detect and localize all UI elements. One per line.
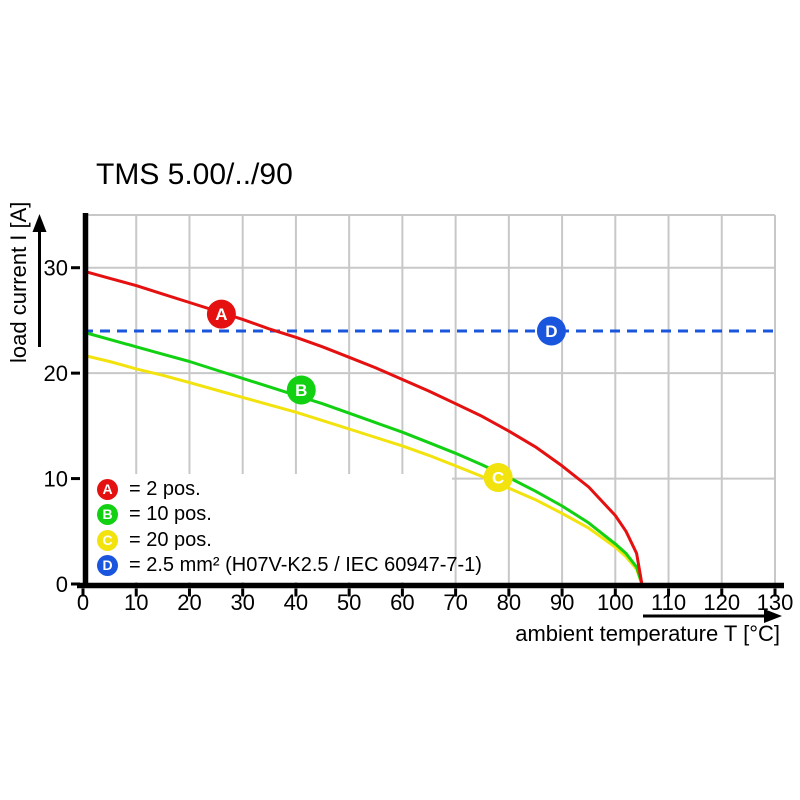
x-tick-label: 50 <box>337 590 361 615</box>
legend-item-B: B = 10 pos. <box>97 503 482 526</box>
legend-item-A: A = 2 pos. <box>97 478 482 500</box>
axes <box>71 213 784 597</box>
y-tick-label: 20 <box>44 361 68 386</box>
x-tick-label: 110 <box>651 590 686 615</box>
x-tick-label: 100 <box>597 590 634 615</box>
y-axis-label: load current I [A] <box>6 202 31 363</box>
x-tick-label: 30 <box>230 590 254 615</box>
curve-marker-letter-C: C <box>492 469 504 488</box>
legend-marker-B-icon: B <box>97 504 118 526</box>
legend-marker-C-icon: C <box>97 529 118 551</box>
curve-marker-letter-D: D <box>545 322 557 341</box>
legend-label: = 2 pos. <box>129 478 201 500</box>
y-tick-label: 0 <box>56 572 68 597</box>
curve-marker-D <box>536 316 566 346</box>
legend-marker-D-icon: D <box>97 554 118 576</box>
x-axis-arrowhead-icon <box>764 609 782 623</box>
legend-background <box>84 474 452 582</box>
legend-label: = 10 pos. <box>129 503 212 526</box>
x-tick-label: 90 <box>550 590 574 615</box>
tick-labels: 0 10 20 30 40 50 60 70 80 90 100 110 120 130 0 10 20 30 <box>44 256 794 615</box>
curve-marker-letter-B: B <box>295 381 307 400</box>
curve-marker-A <box>206 299 236 329</box>
legend-item-C: C = 20 pos. <box>97 528 482 551</box>
series-curve-A <box>82 269 644 585</box>
chart-title: TMS 5.00/../90 <box>96 158 293 191</box>
legend-item-D: D = 2.5 mm² (H07V-K2.5 / IEC 60947-7-1) <box>97 553 482 576</box>
legend-marker-A-icon: A <box>97 479 118 500</box>
curve-marker-C <box>483 463 513 493</box>
series-curve-C <box>82 353 644 585</box>
x-tick-label: 80 <box>497 590 521 615</box>
x-tick-label: 10 <box>124 590 148 615</box>
x-tick-label: 0 <box>77 590 89 615</box>
x-tick-label: 120 <box>703 590 740 615</box>
legend-label: = 2.5 mm² (H07V-K2.5 / IEC 60947-7-1) <box>129 553 482 576</box>
curve-marker-B <box>286 375 316 405</box>
x-tick-label: 40 <box>284 590 308 615</box>
x-tick-label: 20 <box>177 590 201 615</box>
y-axis-arrowhead-icon <box>32 214 47 232</box>
x-tick-label: 60 <box>390 590 414 615</box>
y-tick-label: 10 <box>44 467 68 492</box>
legend-label: = 20 pos. <box>129 528 212 551</box>
y-tick-label: 30 <box>44 256 68 281</box>
series-curve-B <box>82 330 644 585</box>
x-axis-label: ambient temperature T [°C] <box>515 621 780 646</box>
x-tick-label: 130 <box>757 590 794 615</box>
curve-marker-letter-A: A <box>215 305 227 324</box>
x-tick-label: 70 <box>443 590 467 615</box>
chart-legend: A = 2 pos. B = 10 pos. C = 20 pos. D = 2.5 mm² … <box>97 478 482 580</box>
